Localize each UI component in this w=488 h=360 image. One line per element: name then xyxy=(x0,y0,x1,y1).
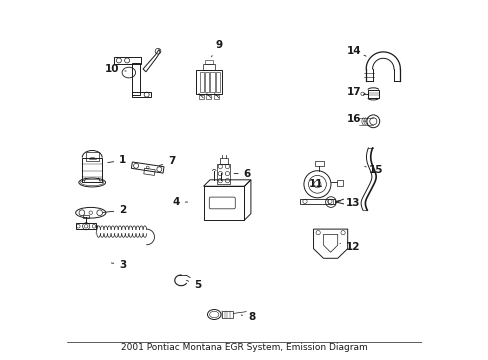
Bar xyxy=(314,162,323,166)
Text: 16: 16 xyxy=(346,114,365,124)
Bar xyxy=(76,224,96,229)
Bar xyxy=(215,72,220,92)
Text: 8: 8 xyxy=(241,312,255,322)
Bar xyxy=(217,164,230,184)
Bar xyxy=(131,92,151,98)
Text: 7: 7 xyxy=(159,157,175,166)
Bar xyxy=(206,95,211,99)
Text: 10: 10 xyxy=(104,64,126,74)
Text: 13: 13 xyxy=(337,198,360,208)
Text: 2: 2 xyxy=(103,205,126,215)
Bar xyxy=(204,60,213,64)
Bar xyxy=(198,95,203,99)
Bar xyxy=(214,95,219,99)
Text: 3: 3 xyxy=(111,260,126,270)
Bar xyxy=(222,311,233,318)
Bar xyxy=(219,158,228,164)
Text: 14: 14 xyxy=(346,46,366,56)
Text: 2001 Pontiac Montana EGR System, Emission Diagram: 2001 Pontiac Montana EGR System, Emissio… xyxy=(121,343,367,352)
Bar xyxy=(131,63,139,95)
Text: 5: 5 xyxy=(186,280,201,290)
Text: 15: 15 xyxy=(364,165,383,175)
Text: 11: 11 xyxy=(308,179,323,189)
Bar xyxy=(82,158,102,183)
Text: 6: 6 xyxy=(234,168,250,179)
Bar xyxy=(83,215,89,219)
Bar xyxy=(210,72,214,92)
Bar xyxy=(367,90,378,98)
Bar xyxy=(199,72,203,92)
Text: 4: 4 xyxy=(172,197,187,207)
Bar xyxy=(204,72,209,92)
Bar xyxy=(114,57,141,64)
Text: 1: 1 xyxy=(107,156,126,166)
Text: 9: 9 xyxy=(211,40,222,57)
Text: 12: 12 xyxy=(339,242,360,252)
Text: 17: 17 xyxy=(346,87,365,97)
Bar xyxy=(196,71,221,94)
Bar xyxy=(203,186,244,220)
Bar xyxy=(85,152,99,161)
Bar xyxy=(300,198,334,204)
Bar xyxy=(336,180,343,186)
Bar xyxy=(202,64,215,71)
